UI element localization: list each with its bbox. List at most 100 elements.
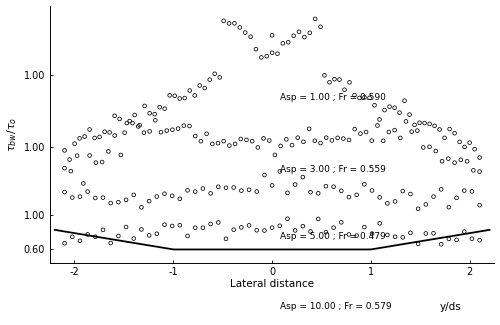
Point (197, 138, 205, 144)
Point (98, 159, 106, 164)
Point (314, 191, 322, 196)
Point (200, 85, 208, 91)
Point (184, 233, 192, 239)
Point (390, 105, 398, 110)
Point (106, 201, 114, 206)
Point (222, 236, 230, 241)
Point (295, 29, 303, 34)
Point (96, 134, 104, 139)
Point (266, 138, 274, 143)
Point (116, 116, 124, 122)
Point (180, 96, 188, 101)
Point (360, 95, 368, 100)
Point (476, 202, 484, 208)
Point (186, 124, 194, 129)
Point (400, 98, 408, 103)
Point (311, 138, 319, 143)
Point (291, 182, 299, 187)
Point (206, 191, 214, 196)
Point (114, 200, 122, 205)
Point (140, 130, 148, 135)
Point (268, 32, 276, 38)
Point (452, 195, 460, 201)
Point (230, 21, 238, 26)
Point (146, 111, 154, 116)
Text: Asp = 5.00 ; Fr = 0.479: Asp = 5.00 ; Fr = 0.479 (280, 232, 386, 241)
Point (210, 71, 218, 76)
Point (104, 149, 112, 154)
Point (76, 136, 84, 141)
Point (450, 131, 458, 136)
Point (157, 130, 165, 135)
Point (268, 183, 276, 188)
Point (260, 173, 268, 178)
Point (476, 169, 484, 174)
Point (336, 77, 344, 82)
Point (276, 143, 284, 149)
Point (468, 236, 476, 241)
Point (385, 129, 393, 135)
Point (230, 185, 237, 190)
Point (84, 232, 92, 237)
Point (300, 34, 308, 40)
Point (345, 194, 353, 200)
Point (305, 126, 313, 131)
Point (376, 195, 384, 200)
Point (268, 50, 276, 55)
Point (140, 103, 148, 109)
Point (84, 189, 92, 194)
Point (391, 199, 399, 204)
Point (68, 195, 76, 200)
Point (457, 157, 465, 162)
X-axis label: Lateral distance: Lateral distance (230, 279, 314, 289)
Point (126, 119, 134, 124)
Point (330, 225, 338, 230)
Point (350, 93, 358, 98)
Point (222, 185, 230, 190)
Point (168, 193, 176, 199)
Point (450, 160, 458, 165)
Point (468, 189, 476, 194)
Point (136, 123, 143, 128)
Point (406, 191, 414, 197)
Point (92, 160, 100, 165)
Point (241, 30, 249, 35)
Point (279, 41, 287, 46)
Point (236, 25, 244, 30)
Point (414, 128, 422, 133)
Point (134, 124, 142, 129)
Point (238, 188, 246, 193)
Point (446, 126, 454, 132)
Point (123, 121, 131, 126)
Point (208, 141, 216, 147)
Point (399, 188, 407, 194)
Point (86, 127, 94, 132)
Point (306, 189, 314, 195)
Point (352, 233, 360, 238)
Point (316, 24, 324, 29)
Point (145, 199, 153, 204)
Point (396, 110, 404, 115)
Point (214, 220, 222, 225)
Point (145, 233, 153, 238)
Point (284, 40, 292, 45)
Point (117, 152, 125, 158)
Point (366, 95, 374, 100)
Point (444, 156, 452, 161)
Point (162, 128, 170, 133)
Point (230, 227, 237, 232)
Point (420, 121, 428, 126)
Point (306, 229, 314, 234)
Point (291, 228, 299, 233)
Point (340, 87, 348, 92)
Point (60, 148, 68, 153)
Point (320, 73, 328, 78)
Point (316, 140, 324, 146)
Point (176, 223, 184, 228)
Point (60, 165, 68, 171)
Point (268, 225, 276, 230)
Point (191, 134, 199, 139)
Point (362, 129, 370, 135)
Point (60, 189, 68, 195)
Point (470, 147, 478, 152)
